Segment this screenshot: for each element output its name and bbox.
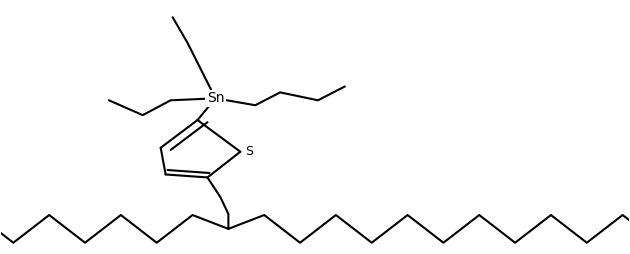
Text: Sn: Sn [207, 91, 224, 105]
Text: S: S [245, 145, 253, 158]
